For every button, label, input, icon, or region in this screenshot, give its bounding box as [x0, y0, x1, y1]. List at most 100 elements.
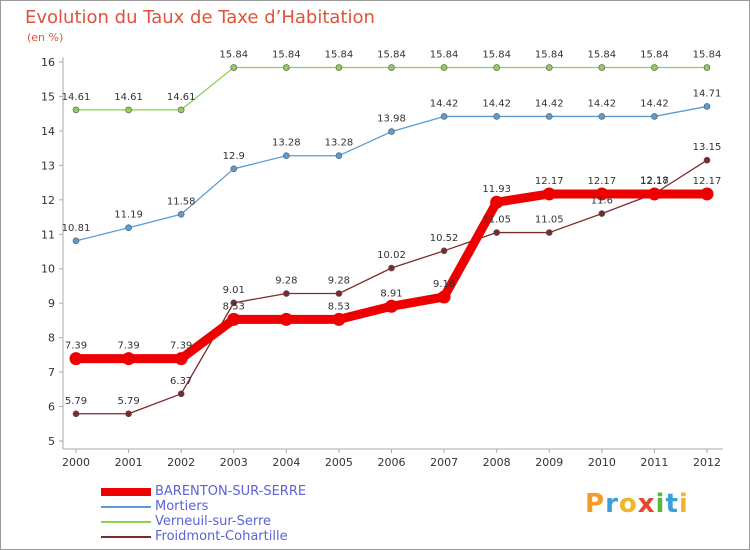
data-label: 14.42	[430, 98, 459, 109]
data-label: 15.84	[482, 50, 511, 61]
data-label: 10.81	[62, 223, 91, 234]
data-label: 9.01	[223, 285, 245, 296]
legend-swatch	[101, 521, 151, 523]
data-label: 7.39	[65, 341, 87, 352]
data-label: 15.84	[272, 50, 301, 61]
data-label: 12.18	[640, 176, 669, 187]
series-point	[283, 64, 290, 71]
series-point	[177, 210, 185, 218]
data-label: 8.53	[223, 301, 245, 312]
series-point	[335, 64, 343, 71]
logo-letter: i	[655, 489, 666, 519]
data-label: 12.17	[640, 176, 669, 187]
chart-series	[69, 64, 714, 418]
data-label: 14.42	[588, 98, 617, 109]
y-tick-label: 7	[48, 366, 55, 379]
y-tick-label: 12	[41, 194, 55, 207]
data-label: 14.71	[693, 88, 722, 99]
series-point	[72, 106, 80, 114]
data-label: 6.37	[170, 376, 192, 387]
data-label: 13.28	[325, 138, 354, 149]
legend-swatch	[101, 506, 151, 508]
series-point	[703, 103, 711, 110]
series-point	[177, 106, 185, 114]
data-label: 15.84	[640, 50, 669, 61]
series-point	[651, 64, 658, 71]
data-label: 14.42	[482, 98, 511, 109]
x-tick-label: 2001	[115, 456, 143, 469]
data-label: 15.84	[430, 50, 459, 61]
x-tick-label: 2009	[535, 456, 563, 469]
series-point	[388, 64, 395, 71]
data-label: 10.52	[430, 233, 459, 244]
data-label: 11.19	[114, 210, 143, 221]
x-tick-label: 2010	[588, 456, 616, 469]
series-point	[125, 106, 132, 114]
data-label: 11.58	[167, 196, 196, 207]
series-point	[230, 165, 238, 173]
series-line-0	[71, 189, 712, 364]
series-line-1	[75, 105, 708, 242]
x-tick-label: 2012	[693, 456, 721, 469]
data-label: 11.05	[535, 215, 564, 226]
series-point	[283, 152, 290, 160]
x-tick-label: 2007	[430, 456, 458, 469]
data-label: 12.17	[693, 176, 722, 187]
data-label: 12.17	[535, 176, 564, 187]
data-label: 11.6	[591, 196, 613, 207]
series-point	[598, 64, 606, 71]
data-label: 5.79	[65, 396, 87, 407]
data-label: 15.84	[535, 50, 564, 61]
series-point	[595, 187, 609, 201]
series-point	[230, 299, 238, 307]
series-point	[174, 352, 188, 366]
series-point	[388, 264, 395, 272]
legend-label: Verneuil-sur-Serre	[155, 514, 272, 529]
data-label: 15.84	[588, 50, 617, 61]
series-point	[700, 187, 714, 201]
series-point	[542, 187, 556, 201]
series-point	[69, 352, 83, 366]
logo-letter: t	[665, 489, 679, 519]
series-point	[440, 113, 448, 120]
series-point	[493, 64, 500, 71]
x-tick-label: 2005	[325, 456, 353, 469]
series-point	[493, 113, 500, 120]
x-tick-label: 2004	[272, 456, 300, 469]
x-tick-label: 2006	[378, 456, 406, 469]
data-label: 13.98	[377, 114, 406, 125]
y-tick-label: 14	[41, 125, 55, 138]
chart-axes: 5 6 7 8 9 10 11 12 13 14 15 16 2000 2001 2002 2003 2004 2…	[41, 56, 723, 469]
series-point	[647, 187, 661, 201]
series-point	[490, 195, 504, 209]
logo-letter: x	[637, 489, 656, 519]
data-label: 13.15	[693, 142, 722, 153]
data-label: 14.42	[640, 98, 669, 109]
x-tick-label: 2000	[62, 456, 90, 469]
series-point	[545, 229, 553, 236]
logo-letter: r	[605, 489, 619, 519]
data-label: 14.61	[114, 92, 143, 103]
y-tick-label: 11	[41, 228, 55, 241]
data-label: 12.17	[588, 176, 617, 187]
series-point	[332, 312, 346, 326]
series-point	[388, 128, 395, 135]
data-label: 15.84	[325, 50, 354, 61]
y-tick-label: 9	[48, 297, 55, 310]
series-point	[230, 64, 238, 71]
series-point	[125, 224, 132, 232]
x-tick-label: 2003	[220, 456, 248, 469]
legend-label: Froidmont-Cohartille	[155, 529, 288, 544]
x-tick-label: 2008	[483, 456, 511, 469]
series-point	[227, 312, 241, 326]
data-label: 15.84	[693, 50, 722, 61]
series-point	[125, 410, 132, 418]
data-label: 14.61	[167, 92, 196, 103]
data-label: 9.18	[433, 279, 455, 290]
legend-label: BARENTON-SUR-SERRE	[155, 484, 307, 499]
logo-letter: o	[618, 489, 638, 519]
series-point	[545, 113, 553, 120]
